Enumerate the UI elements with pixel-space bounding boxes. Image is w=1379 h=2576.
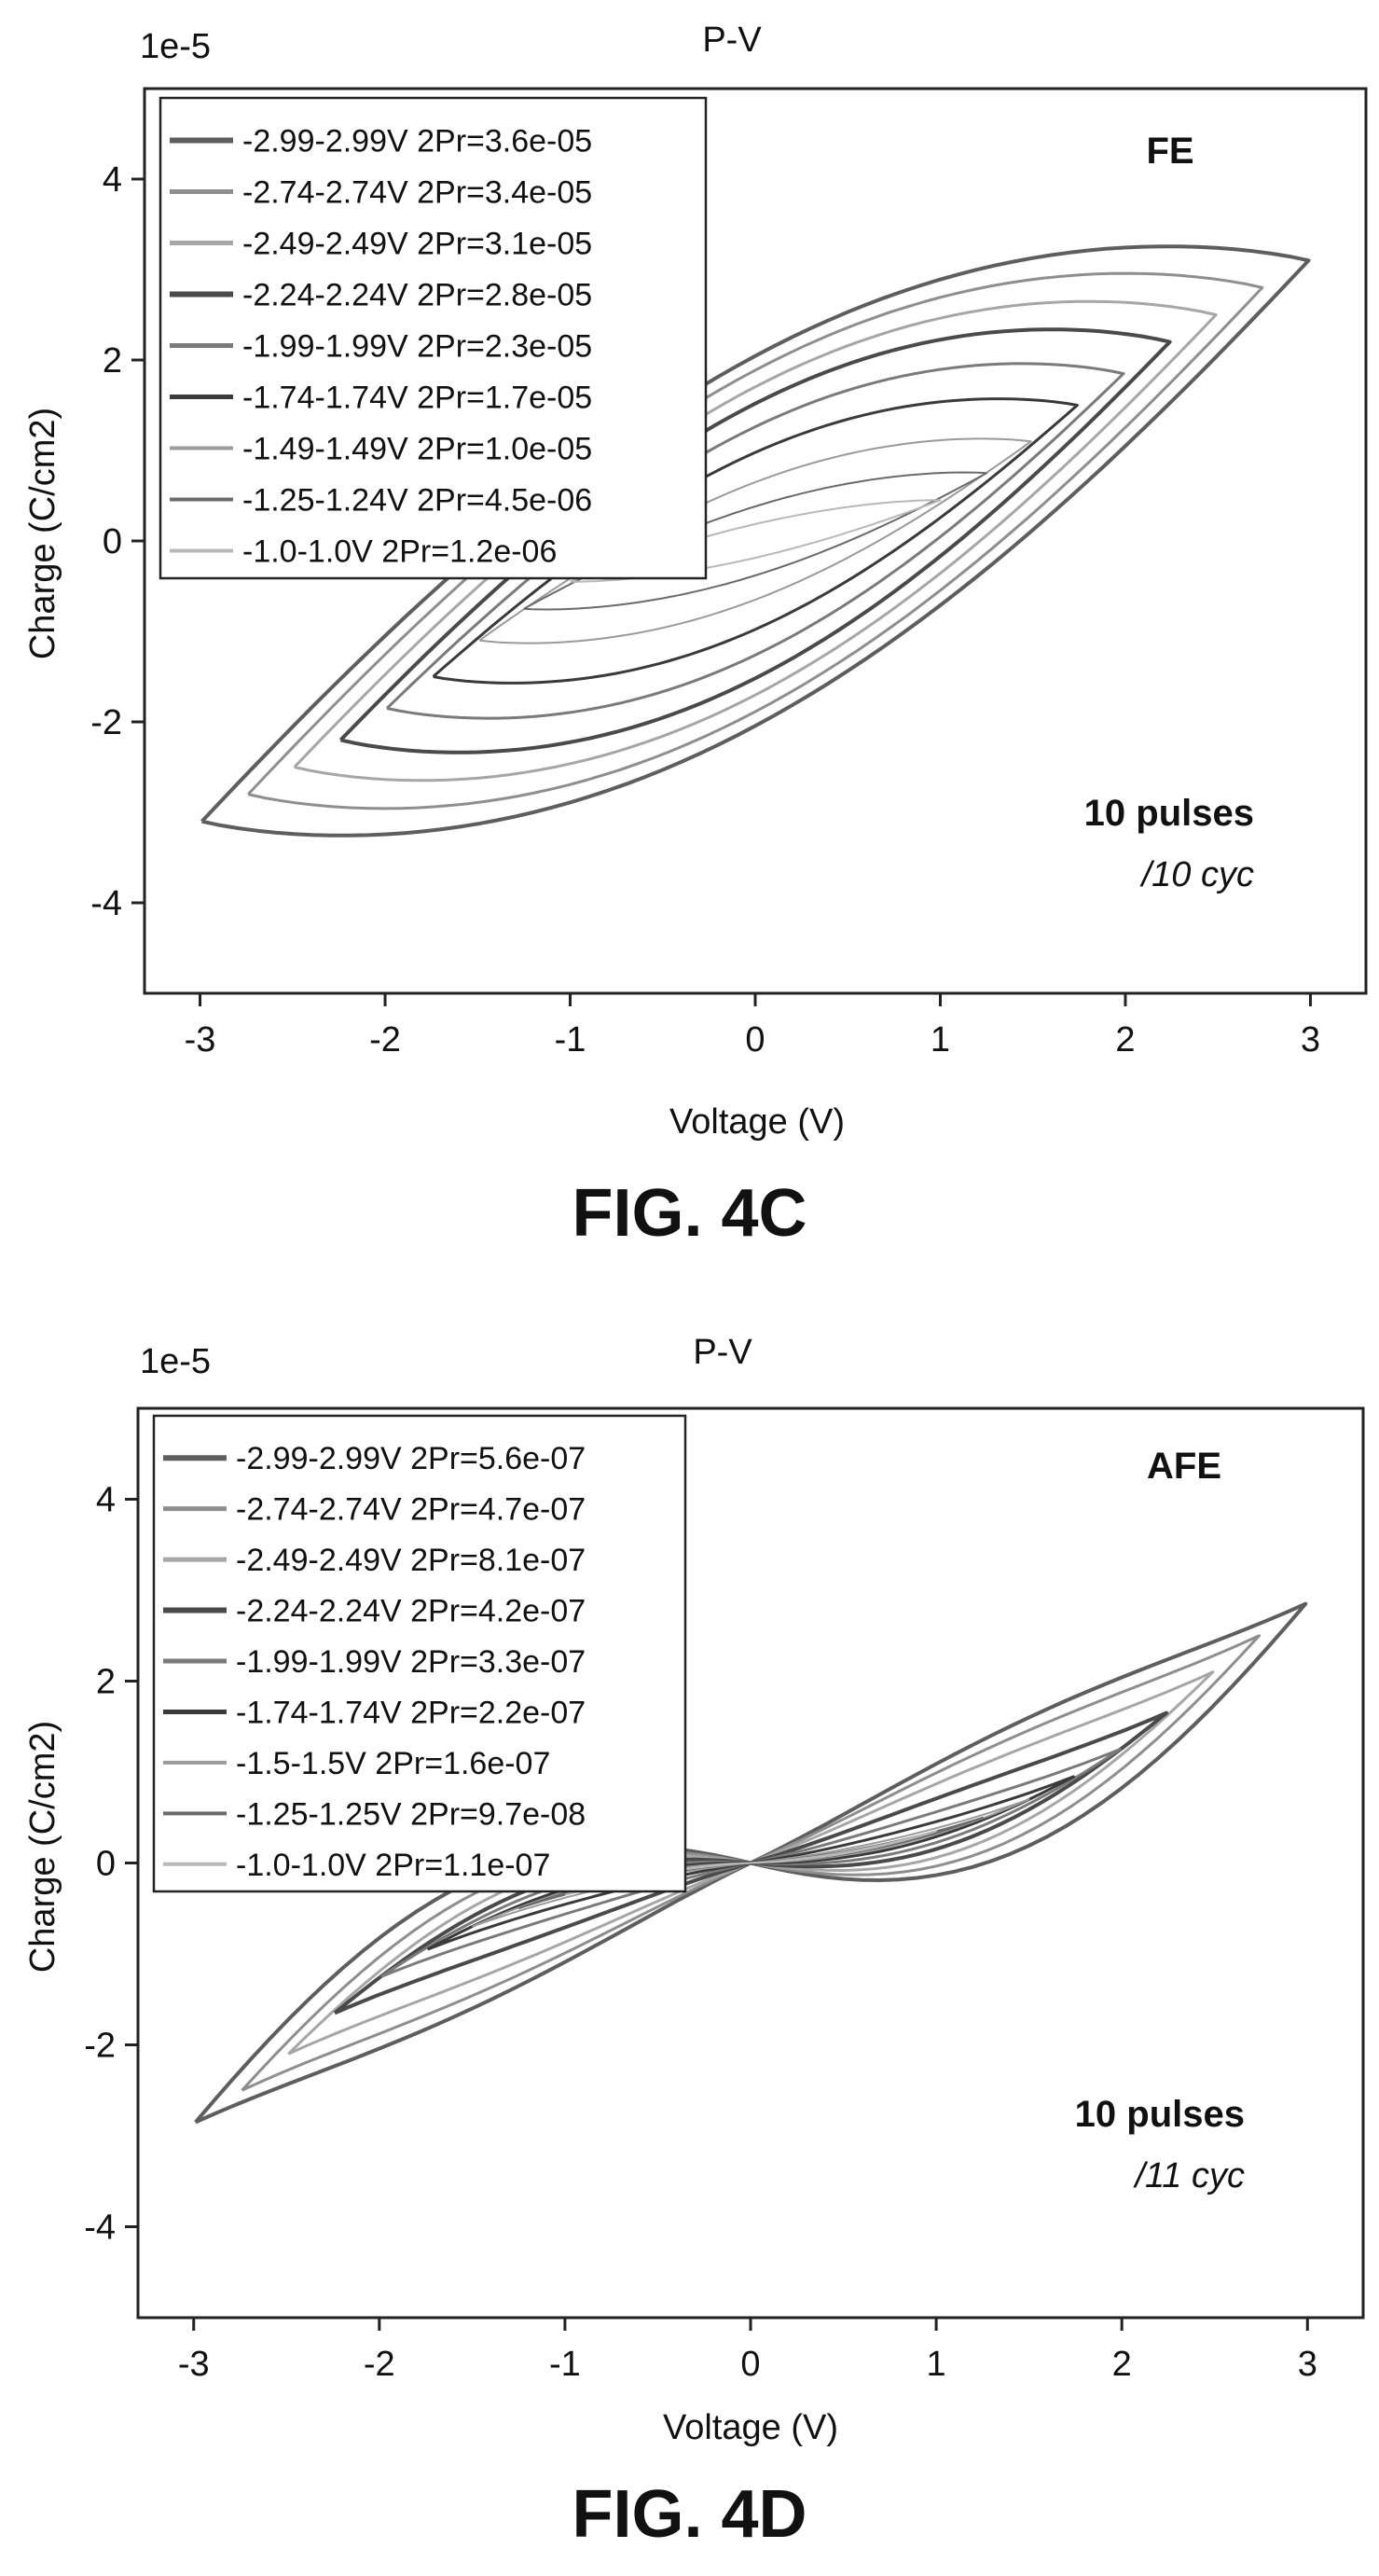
legend-entry: -1.5-1.5V 2Pr=1.6e-07 xyxy=(236,1746,550,1781)
x-tick-label: 0 xyxy=(740,2345,760,2384)
y-tick-label: -2 xyxy=(90,703,122,742)
legend-entry: -1.0-1.0V 2Pr=1.1e-07 xyxy=(236,1848,550,1883)
legend-entry: -2.49-2.49V 2Pr=8.1e-07 xyxy=(236,1543,586,1578)
y-tick-label: -4 xyxy=(84,2209,116,2248)
x-tick-label: -1 xyxy=(549,2345,581,2384)
legend-entry: -2.99-2.99V 2Pr=3.6e-05 xyxy=(242,124,592,159)
legend-entry: -2.74-2.74V 2Pr=3.4e-05 xyxy=(242,175,592,211)
y-tick-label: 4 xyxy=(96,1481,116,1520)
figure-caption-4c: FIG. 4C xyxy=(572,1176,807,1251)
x-tick-label: 0 xyxy=(745,1020,765,1059)
legend: -2.99-2.99V 2Pr=3.6e-05 -2.74-2.74V 2Pr=3… xyxy=(159,96,708,580)
y-tick-label: 0 xyxy=(96,1845,116,1884)
x-tick-label: 2 xyxy=(1112,2345,1132,2384)
material-tag: AFE xyxy=(1147,1446,1221,1487)
legend-entry: -2.24-2.24V 2Pr=2.8e-05 xyxy=(242,278,592,313)
y-tick-label: -4 xyxy=(90,884,122,923)
x-axis-label: Voltage (V) xyxy=(663,2408,838,2447)
cycles-label: /10 cyc xyxy=(1139,855,1254,894)
x-tick-label: -2 xyxy=(364,2345,395,2384)
chart-title: P-V xyxy=(693,1333,752,1372)
y-tick-label: 2 xyxy=(96,1663,116,1702)
legend-entry: -1.99-1.99V 2Pr=2.3e-05 xyxy=(242,329,592,365)
legend-entry: -1.25-1.25V 2Pr=9.7e-08 xyxy=(236,1796,586,1832)
y-tick-label: 0 xyxy=(103,522,122,561)
legend-entry: -1.99-1.99V 2Pr=3.3e-07 xyxy=(236,1644,586,1680)
y-tick-label: 4 xyxy=(103,160,122,200)
legend-entry: -1.49-1.49V 2Pr=1.0e-05 xyxy=(242,432,592,467)
legend-entry: -1.25-1.24V 2Pr=4.5e-06 xyxy=(242,483,592,519)
series-loop xyxy=(564,1830,938,1896)
chart-title: P-V xyxy=(702,21,762,60)
x-tick-label: 1 xyxy=(927,2345,946,2384)
y-multiplier: 1e-5 xyxy=(140,1342,211,1381)
y-axis-label: Charge (C/cm2) xyxy=(23,1721,62,1973)
x-tick-label: -2 xyxy=(369,1020,401,1059)
x-tick-label: 3 xyxy=(1301,1020,1320,1059)
legend-entry: -2.99-2.99V 2Pr=5.6e-07 xyxy=(236,1441,586,1476)
plot-area: -3 -2 -1 0 1 2 3 -4 -2 0 2 4 -2.99-2.99V 2Pr=3.6e-05… xyxy=(90,87,1368,1059)
x-axis-label: Voltage (V) xyxy=(669,1102,845,1142)
legend-entry: -1.0-1.0V 2Pr=1.2e-06 xyxy=(242,534,557,570)
legend-entry: -2.24-2.24V 2Pr=4.2e-07 xyxy=(236,1594,586,1629)
x-tick-label: -3 xyxy=(185,1020,216,1059)
plot-area: -3 -2 -1 0 1 2 3 -4 -2 0 2 4 -2.99-2.99V 2Pr=5.6e-07… xyxy=(84,1406,1365,2384)
y-tick-label: -2 xyxy=(84,2027,116,2066)
legend-box xyxy=(159,96,708,580)
y-multiplier: 1e-5 xyxy=(140,27,211,66)
material-tag: FE xyxy=(1146,131,1193,172)
legend-entry: -2.74-2.74V 2Pr=4.7e-07 xyxy=(236,1492,586,1528)
y-axis-label: Charge (C/cm2) xyxy=(23,408,62,659)
x-tick-label: 2 xyxy=(1115,1020,1135,1059)
x-tick-label: 3 xyxy=(1298,2345,1317,2384)
legend-entry: -1.74-1.74V 2Pr=1.7e-05 xyxy=(242,381,592,416)
cycles-label: /11 cyc xyxy=(1132,2156,1245,2195)
pv-chart-afe: 1e-5 P-V -3 -2 -1 0 1 2 3 -4 -2 0 2 4 -2.99-2.99V 2P… xyxy=(23,1333,1365,2447)
legend: -2.99-2.99V 2Pr=5.6e-07 -2.74-2.74V 2Pr=4… xyxy=(152,1414,687,1893)
legend-entry: -1.74-1.74V 2Pr=2.2e-07 xyxy=(236,1695,586,1730)
y-tick-label: 2 xyxy=(103,341,122,381)
legend-box xyxy=(152,1414,687,1893)
pv-chart-fe: 1e-5 P-V -3 -2 -1 0 1 2 3 -4 -2 0 2 4 -2.99-2.99V 2P… xyxy=(23,21,1368,1142)
x-tick-label: 1 xyxy=(931,1020,950,1059)
pulses-label: 10 pulses xyxy=(1075,2094,1245,2135)
figure-caption-4d: FIG. 4D xyxy=(572,2477,807,2552)
legend-entry: -2.49-2.49V 2Pr=3.1e-05 xyxy=(242,227,592,262)
x-tick-label: -1 xyxy=(555,1020,586,1059)
pulses-label: 10 pulses xyxy=(1084,793,1254,834)
x-tick-label: -3 xyxy=(178,2345,210,2384)
